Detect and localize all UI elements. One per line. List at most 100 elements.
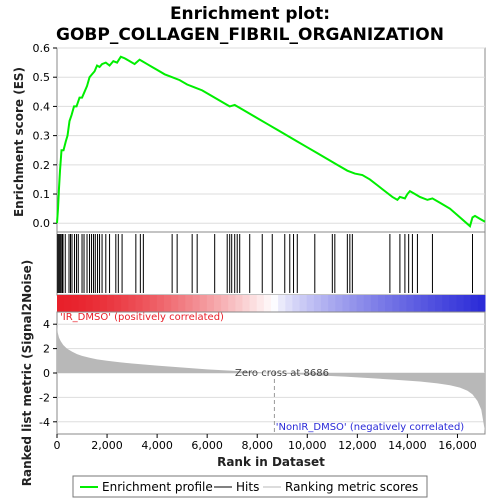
negative-correlation-label: 'NonIR_DMSO' (negatively correlated) xyxy=(276,422,464,433)
color-bar-segment xyxy=(149,295,158,312)
color-bar-segment xyxy=(228,295,236,312)
es-y-label: Enrichment score (ES) xyxy=(12,67,26,217)
title-line1: Enrichment plot: xyxy=(170,4,330,24)
color-bar-segment xyxy=(392,295,400,312)
es-tick-label: 0.1 xyxy=(33,188,51,201)
color-bar-segment xyxy=(256,295,265,312)
x-tick-label: 8,000 xyxy=(241,439,273,452)
positive-correlation-label: 'IR_DMSO' (positively correlated) xyxy=(60,312,224,323)
color-bar-segment xyxy=(235,295,243,312)
color-bar-segment xyxy=(442,295,450,312)
color-bar-segment xyxy=(435,295,443,312)
color-bar-segment xyxy=(378,295,386,312)
color-bar-segment xyxy=(263,295,272,312)
x-axis-ticks: 0 2,000 4,000 6,000 8,000 10,000 12,000 14,000 1… xyxy=(54,434,477,452)
legend-profile-label: Enrichment profile xyxy=(102,480,213,494)
color-bar-segment xyxy=(57,295,65,312)
color-bar-segment xyxy=(463,295,472,312)
color-bar-segment xyxy=(470,295,479,312)
color-bar-segment xyxy=(328,295,336,312)
es-tick-label: 0.5 xyxy=(33,71,51,84)
color-bar-segment xyxy=(85,295,94,312)
hits-group xyxy=(57,234,473,293)
color-bar-segment xyxy=(271,295,279,312)
metric-tick-label: -4 xyxy=(39,416,50,429)
ranking-metric-area xyxy=(57,324,485,432)
color-bar-segment xyxy=(185,295,194,312)
color-bar-segment xyxy=(399,295,408,312)
color-bar-segment xyxy=(306,295,315,312)
x-axis-label: Rank in Dataset xyxy=(217,455,325,469)
color-bar-segment xyxy=(406,295,415,312)
color-bar-segment xyxy=(171,295,179,312)
color-bar-segment xyxy=(342,295,350,312)
color-bar-segment xyxy=(192,295,201,312)
color-bar-segment xyxy=(363,295,372,312)
x-tick-label: 12,000 xyxy=(338,439,377,452)
color-bar-segment xyxy=(128,295,136,312)
es-grid xyxy=(57,47,485,224)
color-bar-segment xyxy=(99,295,108,312)
metric-y-label: Ranked list metric (Signal2Noise) xyxy=(20,260,34,487)
x-tick-label: 6,000 xyxy=(191,439,223,452)
color-bar-segment xyxy=(164,295,172,312)
color-bar-segment xyxy=(242,295,251,312)
color-bar-segment xyxy=(249,295,258,312)
color-bar-segment xyxy=(71,295,79,312)
es-panel xyxy=(56,47,486,233)
es-yticks: 0.0 0.1 0.2 0.3 0.4 0.5 0.6 xyxy=(33,42,57,230)
hits-panel xyxy=(56,231,486,296)
color-bar-segment xyxy=(142,295,151,312)
color-bar-segment xyxy=(64,295,72,312)
color-bar-segment xyxy=(206,295,215,312)
color-bar-segment xyxy=(427,295,436,312)
enrichment-profile-line xyxy=(56,55,486,228)
x-tick-label: 0 xyxy=(54,439,61,452)
x-tick-label: 16,000 xyxy=(438,439,477,452)
rank-color-bar xyxy=(57,295,486,312)
x-tick-label: 10,000 xyxy=(288,439,327,452)
color-bar-segment xyxy=(370,295,379,312)
color-bar-segment xyxy=(449,295,457,312)
color-bar-segment xyxy=(420,295,429,312)
es-tick-label: 0.4 xyxy=(33,100,51,113)
color-bar-segment xyxy=(156,295,165,312)
title-line2: GOBP_COLLAGEN_FIBRIL_ORGANIZATION xyxy=(56,25,444,45)
color-bar-segment xyxy=(313,295,322,312)
color-bar-segment xyxy=(477,295,486,312)
color-bar-segment xyxy=(299,295,308,312)
color-bar-segment xyxy=(213,295,222,312)
zero-cross-label: Zero cross at 8686 xyxy=(235,368,329,379)
es-tick-label: 0.3 xyxy=(33,130,51,143)
color-bar-segment xyxy=(320,295,329,312)
legend-box xyxy=(72,475,428,498)
color-bar-segment xyxy=(135,295,144,312)
metric-tick-label: -2 xyxy=(39,391,50,404)
metric-tick-label: 4 xyxy=(43,318,50,331)
legend-metric-label: Ranking metric scores xyxy=(285,480,418,494)
color-bar-segment xyxy=(92,295,101,312)
color-bar-segment xyxy=(278,295,286,312)
color-bar-segment xyxy=(114,295,122,312)
color-bar-segment xyxy=(178,295,186,312)
color-bar-segment xyxy=(221,295,229,312)
color-bar-segment xyxy=(285,295,293,312)
es-tick-label: 0.0 xyxy=(33,217,51,230)
x-tick-label: 14,000 xyxy=(388,439,427,452)
color-bar-segment xyxy=(413,295,422,312)
x-tick-label: 2,000 xyxy=(91,439,123,452)
color-bar-segment xyxy=(121,295,129,312)
color-bar-segment xyxy=(356,295,365,312)
color-bar-segment xyxy=(385,295,393,312)
color-bar-segment xyxy=(456,295,465,312)
metric-yticks: -4 -2 0 2 4 xyxy=(39,318,57,429)
es-tick-label: 0.6 xyxy=(33,42,51,55)
metric-tick-label: 2 xyxy=(43,343,50,356)
es-tick-label: 0.2 xyxy=(33,159,51,172)
color-bar-segment xyxy=(78,295,87,312)
metric-tick-label: 0 xyxy=(43,367,50,380)
color-bar-segment xyxy=(199,295,208,312)
color-bar-segment xyxy=(349,295,358,312)
color-bar-segment xyxy=(335,295,343,312)
